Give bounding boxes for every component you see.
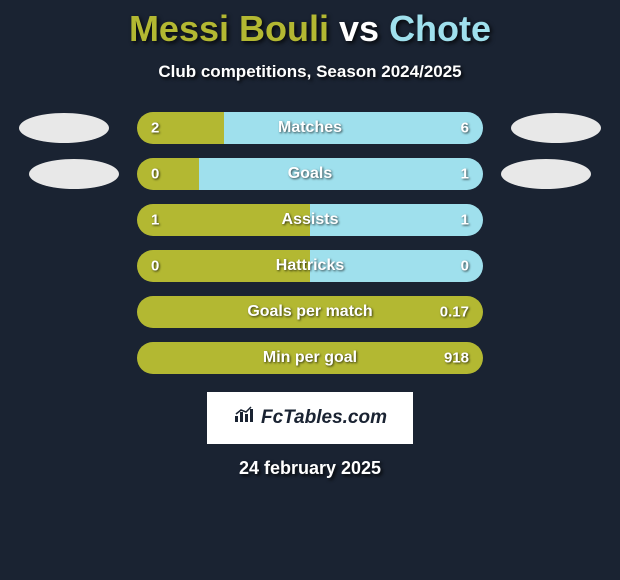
stat-label: Goals per match — [247, 303, 372, 321]
stat-right-value: 0.17 — [440, 304, 469, 321]
player1-badge — [19, 297, 109, 327]
stat-bar: Matches 2 6 — [137, 112, 483, 144]
player1-badge — [19, 205, 109, 235]
comparison-title: Messi Bouli vs Chote — [0, 8, 620, 50]
bar-right-fill — [199, 158, 483, 190]
subtitle: Club competitions, Season 2024/2025 — [0, 62, 620, 82]
chart-icon — [233, 406, 255, 430]
stat-row: Matches 2 6 — [0, 112, 620, 144]
player2-badge — [511, 205, 601, 235]
stat-row: Assists 1 1 — [0, 204, 620, 236]
stats-container: Matches26Goals01Assists11Hattricks00Goal… — [0, 112, 620, 374]
player1-name: Messi Bouli — [129, 8, 329, 49]
stat-bar: Hattricks 0 0 — [137, 250, 483, 282]
stat-left-value: 2 — [151, 120, 159, 137]
player1-badge — [19, 251, 109, 281]
date-label: 24 february 2025 — [0, 458, 620, 479]
stat-bar: Goals 0 1 — [137, 158, 483, 190]
player2-badge — [511, 297, 601, 327]
stat-label: Assists — [282, 211, 339, 229]
stat-label: Hattricks — [276, 257, 344, 275]
stat-bar: Min per goal 918 — [137, 342, 483, 374]
stat-row: Goals per match 0.17 — [0, 296, 620, 328]
player2-badge — [511, 251, 601, 281]
stat-left-value: 0 — [151, 166, 159, 183]
stat-row: Goals 0 1 — [0, 158, 620, 190]
stat-right-value: 1 — [461, 212, 469, 229]
player1-badge — [19, 343, 109, 373]
stat-label: Min per goal — [263, 349, 357, 367]
stat-right-value: 0 — [461, 258, 469, 275]
bar-left-fill — [137, 112, 224, 144]
player2-badge — [511, 113, 601, 143]
stat-right-value: 918 — [444, 350, 469, 367]
bar-right-fill — [224, 112, 484, 144]
player2-badge — [511, 343, 601, 373]
stat-right-value: 1 — [461, 166, 469, 183]
logo-box: FcTables.com — [207, 392, 413, 444]
logo-text: FcTables.com — [261, 407, 387, 429]
stat-right-value: 6 — [461, 120, 469, 137]
stat-label: Matches — [278, 119, 342, 137]
player1-badge — [29, 159, 119, 189]
stat-label: Goals — [288, 165, 332, 183]
stat-row: Hattricks 0 0 — [0, 250, 620, 282]
stat-left-value: 0 — [151, 258, 159, 275]
player2-badge — [501, 159, 591, 189]
vs-label: vs — [339, 8, 379, 49]
player1-badge — [19, 113, 109, 143]
stat-left-value: 1 — [151, 212, 159, 229]
logo: FcTables.com — [233, 406, 387, 430]
stat-bar: Assists 1 1 — [137, 204, 483, 236]
bar-left-fill — [137, 158, 199, 190]
stat-row: Min per goal 918 — [0, 342, 620, 374]
player2-name: Chote — [389, 8, 491, 49]
stat-bar: Goals per match 0.17 — [137, 296, 483, 328]
